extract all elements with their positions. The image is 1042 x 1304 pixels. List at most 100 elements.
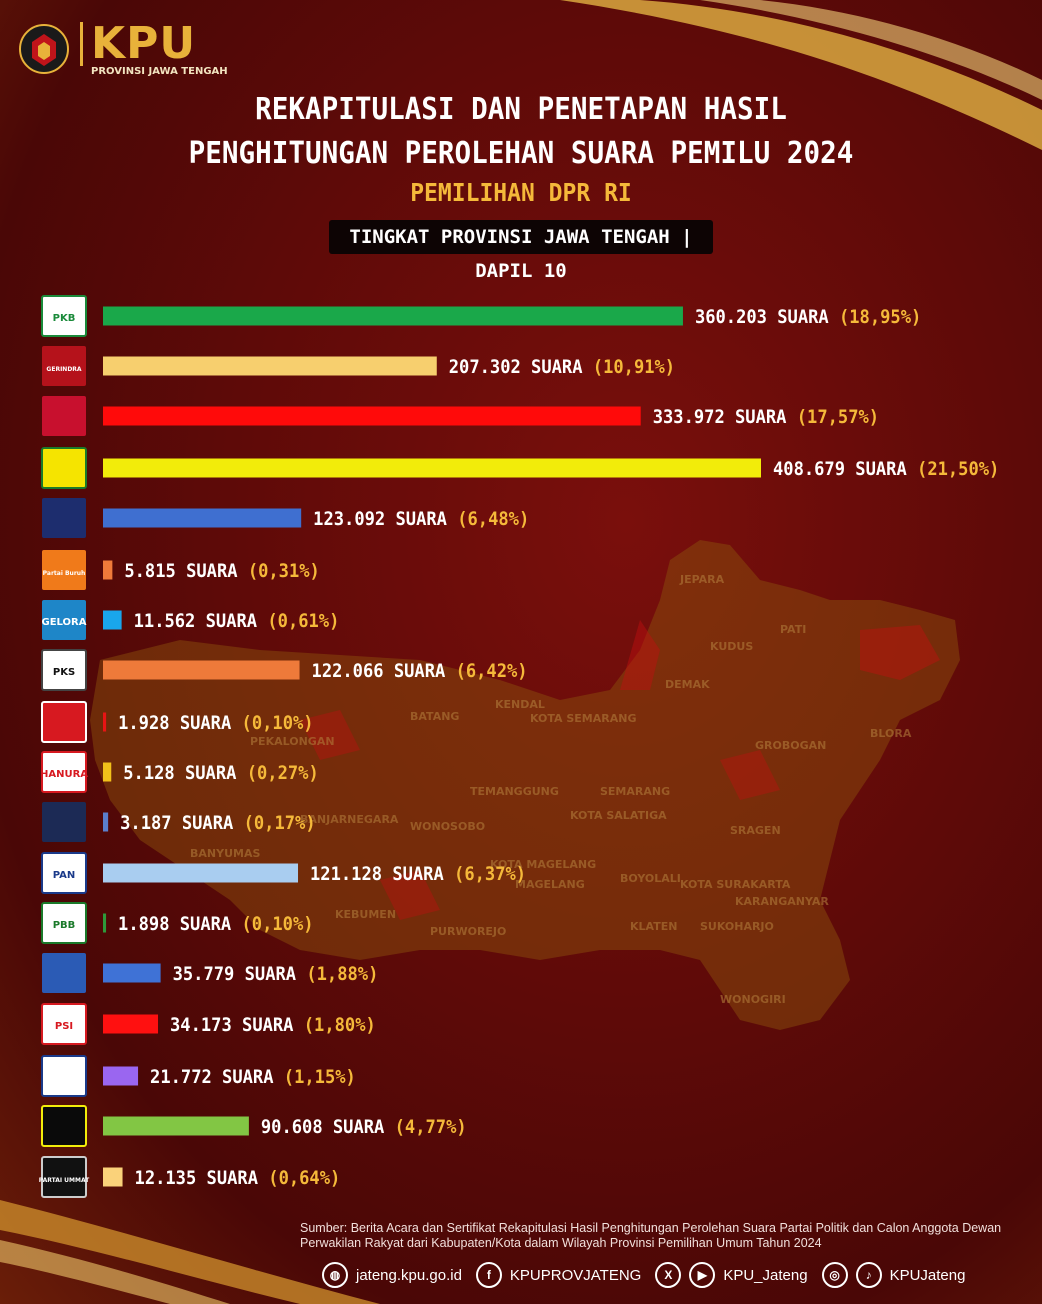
bar-value-label: 5.128 SUARA (0,27%) [123,762,318,784]
bar [103,1116,249,1136]
bar-value-label: 123.092 SUARA (6,48%) [313,508,529,530]
party-logo-label: HANURA [40,769,88,780]
map-label: BOYOLALI [620,872,681,885]
bar-votes: 90.608 SUARA [261,1116,395,1138]
bar-percent: (18,95%) [839,306,921,328]
party-logo [42,600,86,640]
facebook-icon: f [475,1262,502,1288]
map-label: SRAGEN [730,824,781,837]
bar [103,508,302,528]
bar-value-label: 333.972 SUARA (17,57%) [653,406,879,428]
party-logo-label: PAN [53,870,76,881]
bar-value-label: 121.128 SUARA (6,37%) [310,863,526,885]
instagram-tiktok-link[interactable]: KPUJateng [889,1266,966,1284]
globe-icon: ◍ [322,1262,348,1288]
party-logo-label: Partai Buruh [43,570,86,577]
map-label: WONOSOBO [410,820,485,833]
bar-percent: (1,15%) [284,1066,356,1088]
party-logo-label: PBB [53,920,76,931]
bar-votes: 5.128 SUARA [123,762,246,784]
bar [103,712,107,732]
bar [103,306,683,326]
party-logo [41,1003,87,1045]
region-tag: TINGKAT PROVINSI JAWA TENGAH | DAPIL 10 [329,220,713,282]
bar-percent: (6,48%) [457,508,529,530]
party-logo-label: PSI [55,1021,73,1032]
party-logo [41,852,87,894]
map-label: KUDUS [710,640,753,653]
bar [103,1066,139,1086]
party-logo-label: GELORA [42,617,87,628]
youtube-icon: ▶ [689,1262,716,1288]
map-label: SUKOHARJO [700,920,774,933]
bar-votes: 122.066 SUARA [312,660,456,682]
map-label: KEBUMEN [335,908,396,921]
tiktok-icon: ♪ [855,1262,882,1288]
kpu-seal-icon [19,24,69,74]
map-label: BLORA [870,727,912,740]
bar-value-label: 34.173 SUARA (1,80%) [170,1014,376,1036]
bar [103,762,112,782]
bar [103,963,161,983]
bar-votes: 34.173 SUARA [170,1014,304,1036]
bar-votes: 1.898 SUARA [118,913,241,935]
bar-percent: (0,31%) [248,560,320,582]
map-label: KOTA SEMARANG [530,712,637,725]
party-logo [42,396,86,436]
map-label: TEMANGGUNG [470,785,559,798]
bar-votes: 35.779 SUARA [173,963,307,985]
party-logo [42,953,86,993]
bar [103,660,300,680]
bar-votes: 11.562 SUARA [134,610,268,632]
bar-votes: 121.128 SUARA [310,863,454,885]
page-title-line1: REKAPITULASI DAN PENETAPAN HASIL [255,92,787,127]
map-label: WONOGIRI [720,993,786,1006]
map-label: PATI [780,623,806,636]
map-label: KLATEN [630,920,677,933]
kpu-brand-sub: PROVINSI JAWA TENGAH [91,65,228,77]
bar [103,458,761,478]
page-subtitle: PEMILIHAN DPR RI [410,178,632,207]
bar-value-label: 11.562 SUARA (0,61%) [134,610,340,632]
bar-percent: (1,80%) [304,1014,376,1036]
map-label: PURWOREJO [430,925,506,938]
party-logo [41,751,87,793]
bar-votes: 207.302 SUARA [449,356,593,378]
party-logo [41,1055,87,1097]
map-label: SEMARANG [600,785,670,798]
bar-percent: (0,27%) [247,762,319,784]
bar-percent: (4,77%) [395,1116,467,1138]
bar-percent: (17,57%) [797,406,879,428]
bar-percent: (0,10%) [242,913,314,935]
map-label: BANYUMAS [190,847,260,860]
bar-percent: (0,64%) [268,1167,340,1189]
facebook-link[interactable]: KPUPROVJATENG [509,1266,642,1284]
party-logo [41,447,87,489]
bar-value-label: 12.135 SUARA (0,64%) [135,1167,341,1189]
party-logo [41,649,87,691]
party-logo-label: PKB [53,313,76,324]
party-logo [42,346,86,386]
x-icon: X [655,1262,682,1288]
website-link[interactable]: jateng.kpu.go.id [356,1266,462,1284]
bar [103,356,437,376]
bar [103,1167,123,1187]
bar-value-label: 408.679 SUARA (21,50%) [773,458,999,480]
bar-value-label: 1.928 SUARA (0,10%) [118,712,313,734]
bar-votes: 123.092 SUARA [313,508,457,530]
bar-percent: (0,61%) [267,610,339,632]
bar [103,863,299,883]
bar-value-label: 122.066 SUARA (6,42%) [312,660,528,682]
party-logo [41,295,87,337]
x-youtube-link[interactable]: KPU_Jateng [723,1266,808,1284]
map-label: DEMAK [665,678,710,691]
party-logo [42,550,86,590]
page-title-line2: PENGHITUNGAN PEROLEHAN SUARA PEMILU 2024 [188,136,854,171]
instagram-icon: ◎ [821,1262,848,1288]
party-logo-label: PKS [53,667,75,678]
bar-votes: 408.679 SUARA [773,458,917,480]
party-logo-label: GERINDRA [46,366,81,373]
map-label: KOTA SALATIGA [570,809,667,822]
